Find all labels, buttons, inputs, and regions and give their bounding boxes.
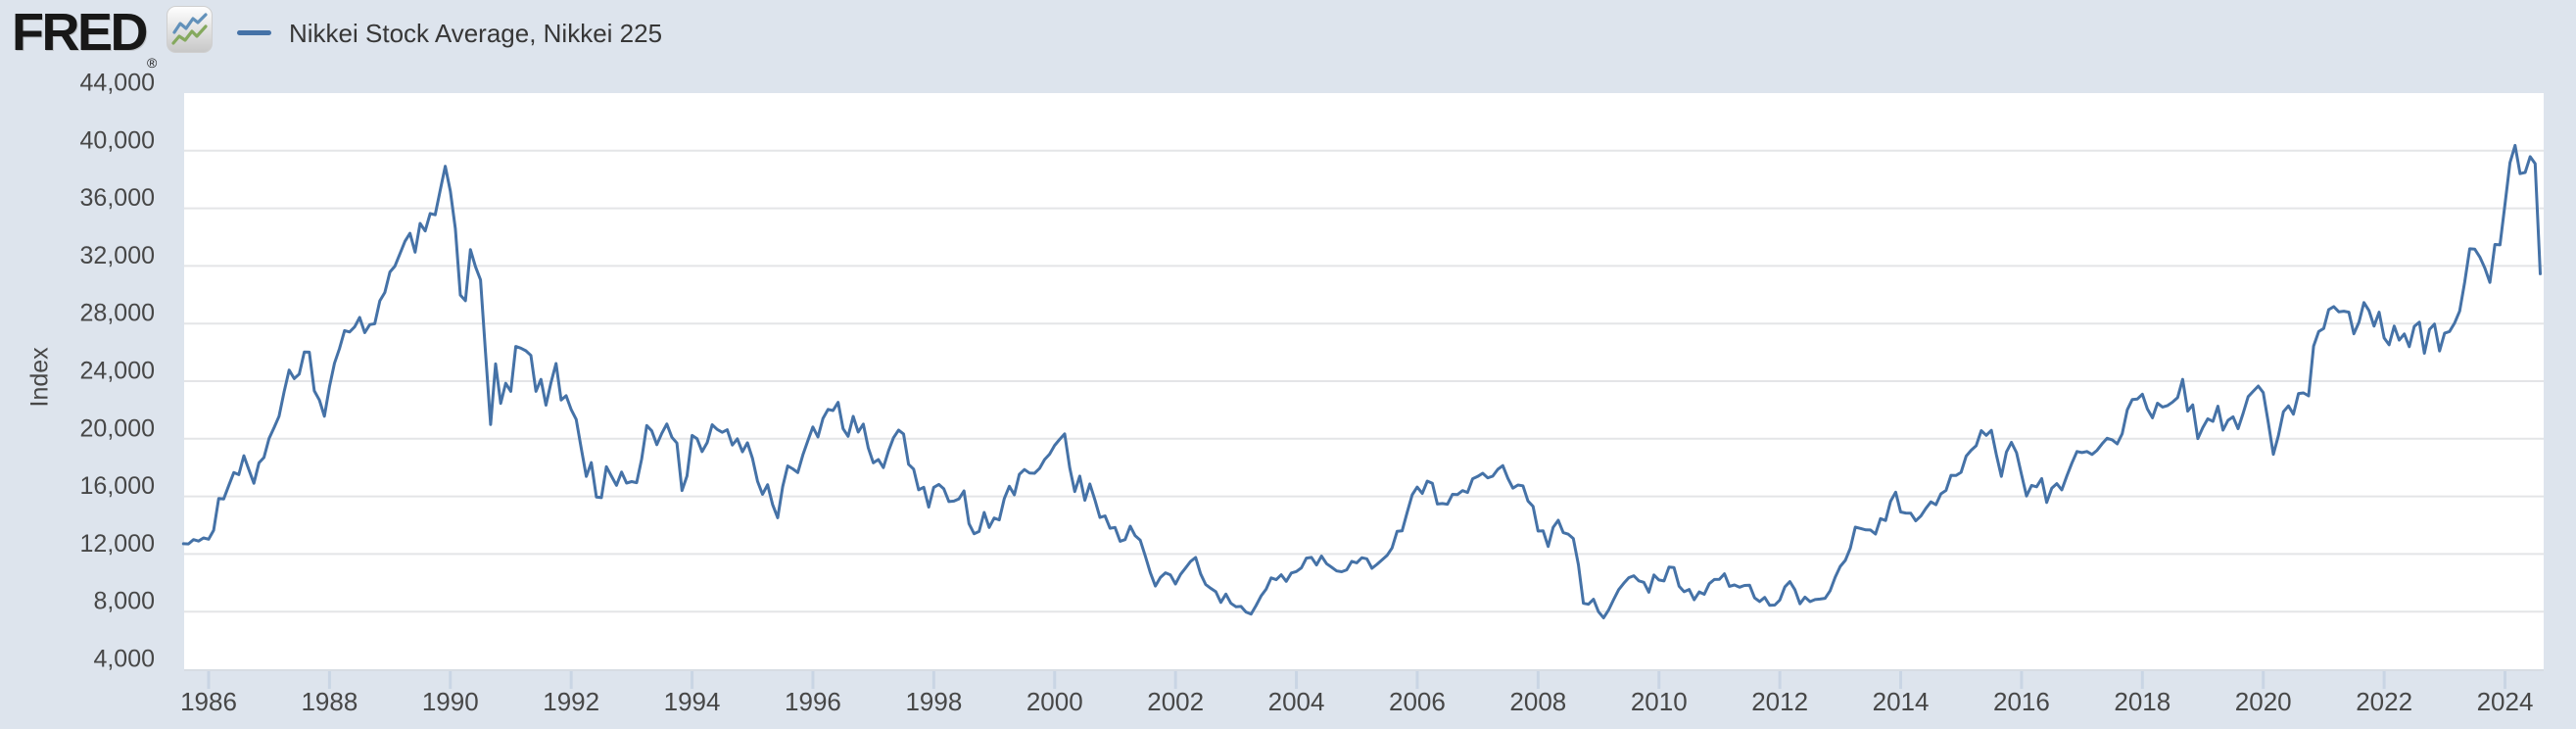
legend-series-label[interactable]: Nikkei Stock Average, Nikkei 225 — [289, 19, 663, 48]
y-tick-label: 40,000 — [80, 126, 155, 154]
x-tick-label: 2000 — [1026, 687, 1083, 716]
registered-trademark-symbol: ® — [147, 55, 158, 71]
x-tick-label: 2006 — [1389, 687, 1446, 716]
y-axis-title: Index — [25, 347, 54, 408]
y-tick-label: 4,000 — [93, 646, 155, 673]
x-tick-label: 2016 — [1993, 687, 2050, 716]
legend-line-marker — [237, 30, 271, 35]
x-tick-label: 1988 — [301, 687, 358, 716]
x-tick-label: 2022 — [2356, 687, 2412, 716]
y-tick-label: 8,000 — [93, 588, 155, 615]
y-tick-label: 20,000 — [80, 414, 155, 442]
x-tick-label: 2004 — [1268, 687, 1325, 716]
x-tick-label: 2012 — [1751, 687, 1808, 716]
x-tick-label: 1990 — [422, 687, 479, 716]
y-tick-label: 36,000 — [80, 184, 155, 212]
y-tick-label: 32,000 — [80, 242, 155, 269]
x-tick-label: 2008 — [1509, 687, 1566, 716]
fred-logo[interactable]: FRED® — [12, 2, 213, 71]
x-tick-label: 2010 — [1631, 687, 1688, 716]
x-tick-label: 2014 — [1873, 687, 1930, 716]
fred-logo-text: FRED — [12, 3, 149, 62]
x-tick-label: 1992 — [543, 687, 599, 716]
nikkei-series-line — [181, 143, 2542, 620]
y-tick-label: 24,000 — [80, 358, 155, 385]
y-tick-label: 44,000 — [80, 70, 155, 97]
x-tick-label: 1998 — [905, 687, 962, 716]
y-tick-label: 28,000 — [80, 300, 155, 327]
x-tick-label: 1996 — [785, 687, 841, 716]
x-tick-label: 1986 — [180, 687, 237, 716]
y-tick-label: 16,000 — [80, 472, 155, 500]
x-tick-label: 1994 — [664, 687, 721, 716]
x-tick-label: 2002 — [1147, 687, 1204, 716]
y-tick-label: 12,000 — [80, 530, 155, 558]
x-tick-label: 2020 — [2235, 687, 2292, 716]
x-tick-label: 2018 — [2114, 687, 2171, 716]
x-tick-label: 2024 — [2477, 687, 2534, 716]
line-chart-icon — [167, 6, 213, 58]
chart-header: FRED® Nikkei Stock Average, Nikkei — [0, 0, 2576, 71]
